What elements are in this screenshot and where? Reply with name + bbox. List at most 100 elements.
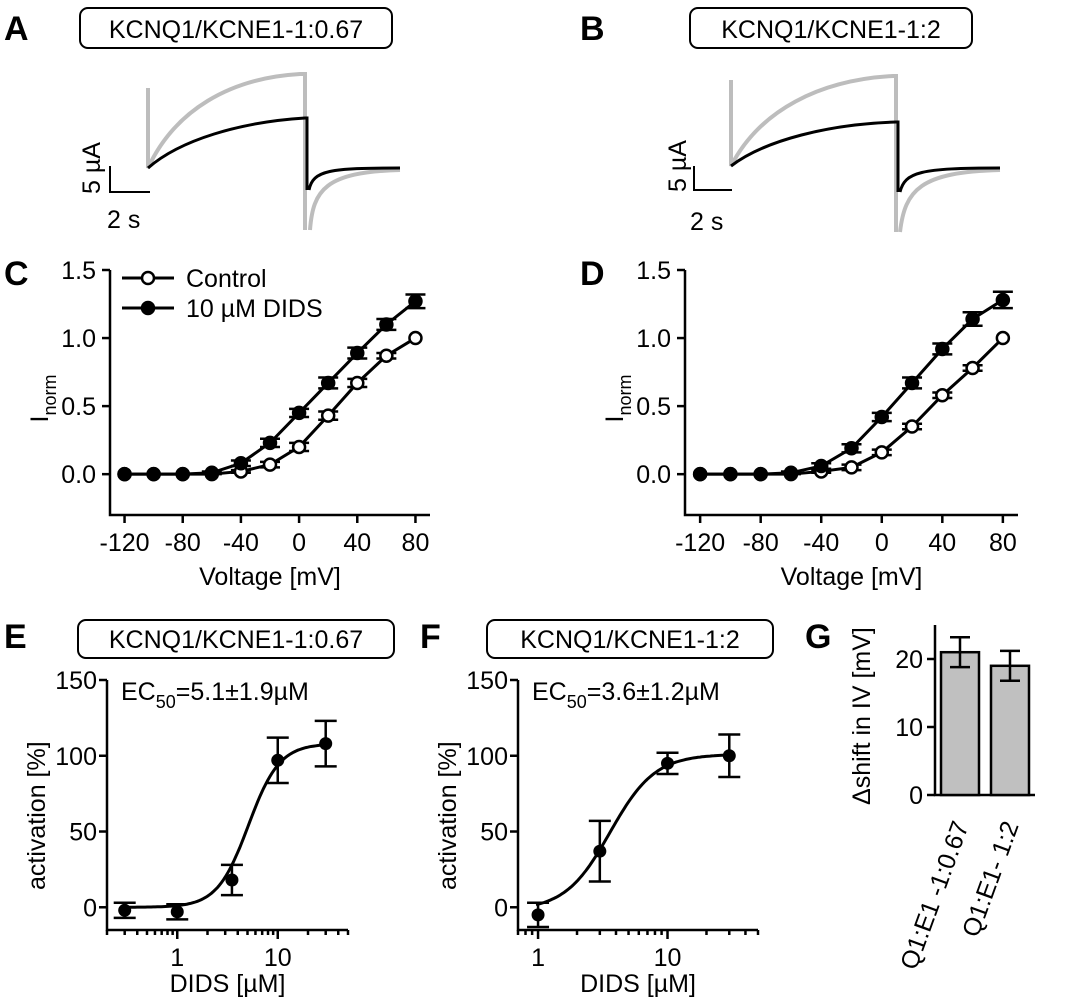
panel-b-dids-tail [898,166,1001,193]
dids-point [692,466,708,482]
ec50-suffix: =5.1±1.9µM [176,678,309,706]
x-tick-label: 0 [292,529,306,557]
axes-f [516,680,758,932]
dids-point [320,375,336,391]
y-tick-label: 1.0 [636,325,671,353]
bar [939,650,981,797]
panel-a-control-trace [146,72,307,230]
dids-point [965,311,980,327]
dids-point [783,465,799,481]
control-point [291,439,307,455]
y-tick-label: 0.0 [636,461,671,489]
y-axis-label-main: I [601,416,629,423]
legend-label: Control [186,265,267,293]
dids-point [935,341,950,357]
dids-point [146,466,161,482]
y-tick-label: 0.0 [61,461,96,489]
y-tick-label: 100 [466,743,508,771]
panel-letter-a: A [4,10,29,48]
panel-letter-f: F [420,618,441,656]
data-point [319,737,333,751]
panel-b-control-tail [898,168,1001,233]
panel-b-label: KCNQ1/KCNE1-1:2 [721,16,941,44]
iv-chart-c: 0.0 0.5 1.0 1.5 -120 -80 -40 0 40 80 Voltage [mV] I… [26,257,430,591]
panel-f-label: KCNQ1/KCNE1-1:2 [520,626,740,654]
panel-a-scale-bar [109,166,150,193]
panel-letter-b: B [580,10,605,48]
panel-letter-e: E [4,618,27,656]
axes-e [105,680,348,932]
dids-point [723,466,738,482]
x-tick-label: 1 [531,944,545,972]
dids-point [753,466,768,482]
ec50-annotation: EC50=5.1±1.9µM [121,678,309,712]
dids-point [233,456,249,471]
y-tick-label: 1.0 [61,325,96,353]
ec50-sub: 50 [567,692,587,712]
control-point [350,375,365,391]
y-tick-label: 150 [55,667,97,695]
y-axis-label: Inorm [601,375,635,423]
dids-point [117,466,132,482]
dids-point [874,409,890,425]
x-tick-label: 1 [170,944,184,972]
y-tick-label: 50 [480,819,508,847]
x-axis-label: DIDS [µM] [170,970,286,998]
ec50-prefix: EC [532,678,567,706]
control-point [904,419,920,434]
panel-a-control-tail [308,168,401,231]
y-axis-label: Inorm [26,375,60,423]
x-tick-label: 10 [654,944,682,972]
panel-a-traces: 5 µA 2 s [78,72,401,234]
panel-e-label-box [77,619,395,659]
panel-letter-d: D [580,255,605,293]
panel-letter-c: C [4,255,29,293]
control-point [379,348,394,363]
control-point [408,330,423,346]
legend-label: 10 µM DIDS [186,295,323,323]
y-tick-label: 150 [466,667,508,695]
legend-marker [140,300,156,316]
data-point [531,908,545,922]
series-line-control [124,336,417,476]
x-tick-label: 80 [402,529,430,557]
hill-fit-curve [535,753,733,907]
control-point [262,457,278,472]
y-tick-label: 1.5 [61,257,96,285]
x-axis-label: DIDS [µM] [580,970,696,998]
panel-b-traces: 5 µA 2 s [664,74,1001,236]
x-tick-label: -80 [743,529,779,557]
panel-b-control-trace [729,74,898,232]
y-tick-label: 0 [83,894,97,922]
dids-point [904,375,920,391]
panel-b-scale-x: 2 s [690,208,723,236]
x-tick-label: 10 [264,944,292,972]
x-tick-label: 40 [928,529,956,557]
data-point [170,905,184,919]
data-point [118,903,132,917]
y-tick-label: 0 [909,782,923,810]
dids-point [262,435,278,451]
panel-e-label: KCNQ1/KCNE1-1:0.67 [109,626,363,654]
control-point [965,360,980,376]
dids-point [175,466,190,482]
panel-b-label-box [689,7,973,49]
control-point [935,387,950,403]
y-axis-label: activation [%] [434,741,462,890]
panel-a-dids-tail [307,166,401,191]
y-tick-label: 10 [895,714,923,742]
y-axis-label: activation [%] [23,741,51,890]
data-point [661,756,675,770]
y-tick-label: 20 [895,646,923,674]
dids-point [408,294,423,309]
category-label: Q1:E1 -1:0.67 [895,817,975,973]
ec50-annotation: EC50=3.6±1.2µM [532,678,720,712]
dids-point [204,465,220,481]
panel-letter-g: G [805,618,831,656]
ec50-prefix: EC [121,678,156,706]
panel-a-label-box [79,7,393,49]
axes-d [683,270,1018,517]
dids-point [844,441,859,456]
